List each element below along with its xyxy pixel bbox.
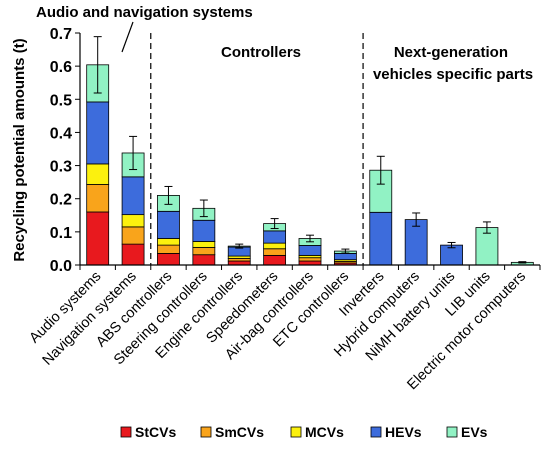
y-tick-label: 0.1: [50, 225, 72, 242]
bar-segment-hevs-5: [263, 230, 287, 244]
bar-segment-mcvs-1: [121, 214, 145, 228]
bar-segment-smcvs-5: [263, 248, 287, 256]
legend-label-evs: EVs: [461, 424, 488, 440]
y-tick-label: 0.2: [50, 192, 72, 209]
bar-segment-hevs-1: [121, 176, 145, 216]
y-tick-label: 0.7: [50, 26, 72, 43]
legend-swatch-mcvs: [290, 426, 302, 438]
legend-label-hevs: HEVs: [385, 424, 422, 440]
y-tick-label: 0.4: [50, 125, 72, 142]
y-tick-label: 0.3: [50, 159, 72, 176]
bar-segment-stcvs-0: [86, 211, 110, 266]
legend-swatch-stcvs: [120, 426, 132, 438]
bar-segment-stcvs-1: [121, 243, 145, 266]
bar-segment-smcvs-2: [157, 244, 180, 254]
bar-segment-smcvs-3: [192, 247, 216, 256]
bar-segment-hevs-2: [157, 210, 180, 239]
bar-segment-smcvs-6: [298, 257, 322, 262]
legend-label-smcvs: SmCVs: [215, 424, 264, 440]
y-axis-label: Recycling potential amounts (t): [11, 38, 28, 261]
bar-segment-hevs-8: [369, 211, 393, 266]
bar-segment-stcvs-5: [263, 254, 287, 266]
bar-segment-mcvs-3: [192, 241, 216, 248]
legend-swatch-hevs: [370, 426, 382, 438]
bar-segment-smcvs-0: [86, 184, 110, 213]
bar-segment-stcvs-3: [192, 254, 216, 266]
y-tick-label: 0.6: [50, 59, 72, 76]
y-tick-label: 0.0: [50, 258, 72, 275]
legend-label-stcvs: StCVs: [135, 424, 176, 440]
annotation-text: Audio and navigation systems: [36, 4, 253, 21]
bar-segment-mcvs-0: [86, 163, 110, 185]
bar-segment-hevs-0: [86, 101, 110, 165]
bar-segment-mcvs-2: [157, 238, 180, 246]
bar-segment-hevs-6: [298, 245, 322, 256]
bar-segment-mcvs-5: [263, 242, 287, 250]
bar-segment-hevs-7: [333, 252, 357, 261]
group-label-controllers: Controllers: [221, 44, 301, 61]
bar-segment-smcvs-1: [121, 226, 145, 245]
legend-label-mcvs: MCVs: [305, 424, 344, 440]
group-label-next-generation: Next-generation vehicles specific parts: [373, 44, 533, 83]
legend-swatch-smcvs: [200, 426, 212, 438]
legend-swatch-evs: [446, 426, 458, 438]
bar-segment-stcvs-2: [157, 252, 180, 266]
y-tick-label: 0.5: [50, 92, 72, 109]
annotation-pointer: [121, 21, 134, 53]
bar-segment-hevs-3: [192, 219, 216, 242]
